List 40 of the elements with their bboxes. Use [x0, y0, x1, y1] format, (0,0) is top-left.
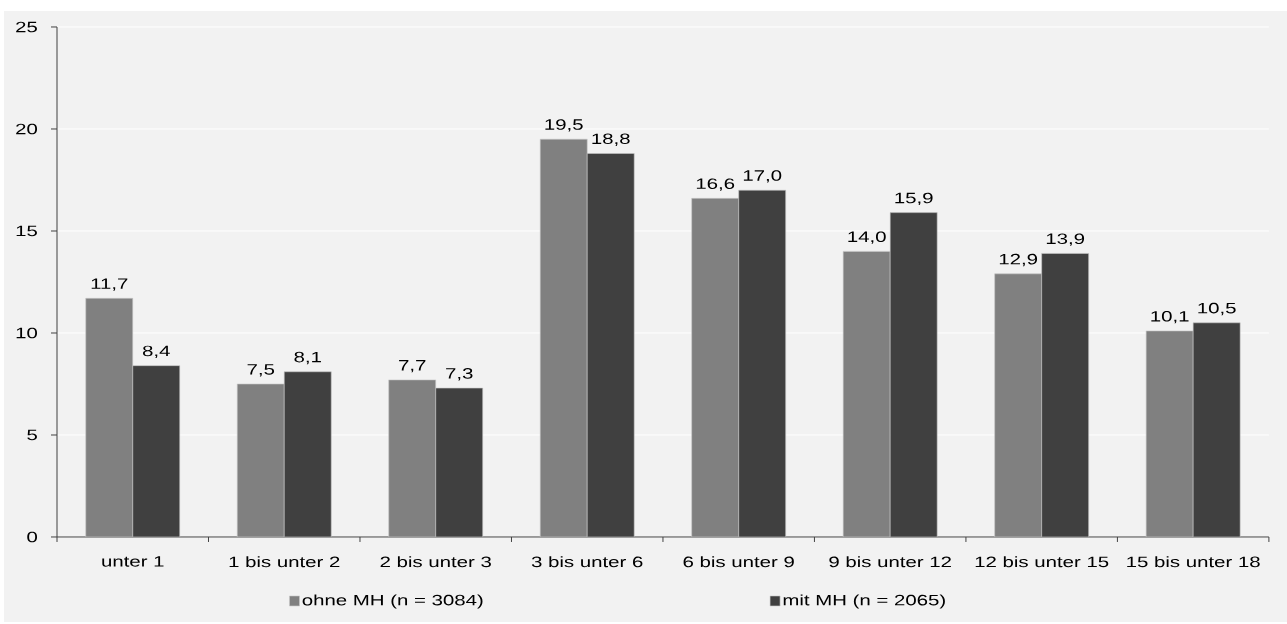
data-label: 18,8 — [592, 133, 630, 146]
bar — [388, 379, 437, 537]
data-label: 16,6 — [696, 178, 735, 191]
data-label: 15,9 — [895, 192, 933, 206]
data-label: 7,5 — [247, 364, 275, 377]
data-label: 7,7 — [399, 360, 426, 373]
legend-label: mit MH (n = 2065) — [783, 594, 945, 609]
bar — [691, 198, 739, 537]
bar — [994, 273, 1042, 537]
y-tick-label: 10 — [16, 327, 38, 339]
y-tick-label: 20 — [16, 123, 38, 135]
bar — [842, 251, 891, 537]
bar — [539, 138, 588, 537]
bar — [1145, 330, 1194, 537]
y-tick-label: 0 — [27, 531, 38, 543]
x-tick-label: 6 bis unter 9 — [683, 556, 794, 568]
bar — [85, 298, 134, 537]
data-label: 11,7 — [91, 278, 128, 291]
y-tick-label: 25 — [16, 21, 37, 33]
x-tick-label: 3 bis unter 6 — [531, 556, 643, 568]
data-label: 13,9 — [1046, 233, 1085, 246]
data-label: 8,1 — [294, 351, 321, 365]
x-tick-label: 2 bis unter 3 — [380, 556, 491, 568]
data-label: 19,5 — [545, 119, 583, 132]
x-tick-label: 12 bis unter 15 — [975, 556, 1109, 568]
y-tick-label: 5 — [27, 429, 37, 441]
bar — [236, 383, 285, 537]
data-label: 8,4 — [142, 345, 170, 359]
data-label: 10,5 — [1198, 302, 1236, 316]
data-label: 17,0 — [743, 170, 782, 183]
data-label: 7,3 — [446, 368, 473, 381]
data-label: 12,9 — [999, 253, 1038, 267]
y-tick-label: 15 — [16, 225, 37, 237]
x-tick-label: 9 bis unter 12 — [829, 556, 951, 568]
legend-label: ohne MH (n = 3084) — [302, 594, 483, 609]
data-label: 10,1 — [1151, 310, 1189, 324]
x-tick-label: unter 1 — [102, 556, 164, 567]
x-tick-label: 15 bis unter 18 — [1127, 556, 1260, 568]
data-label: 14,0 — [848, 231, 886, 244]
x-tick-label: 1 bis unter 2 — [229, 556, 340, 568]
